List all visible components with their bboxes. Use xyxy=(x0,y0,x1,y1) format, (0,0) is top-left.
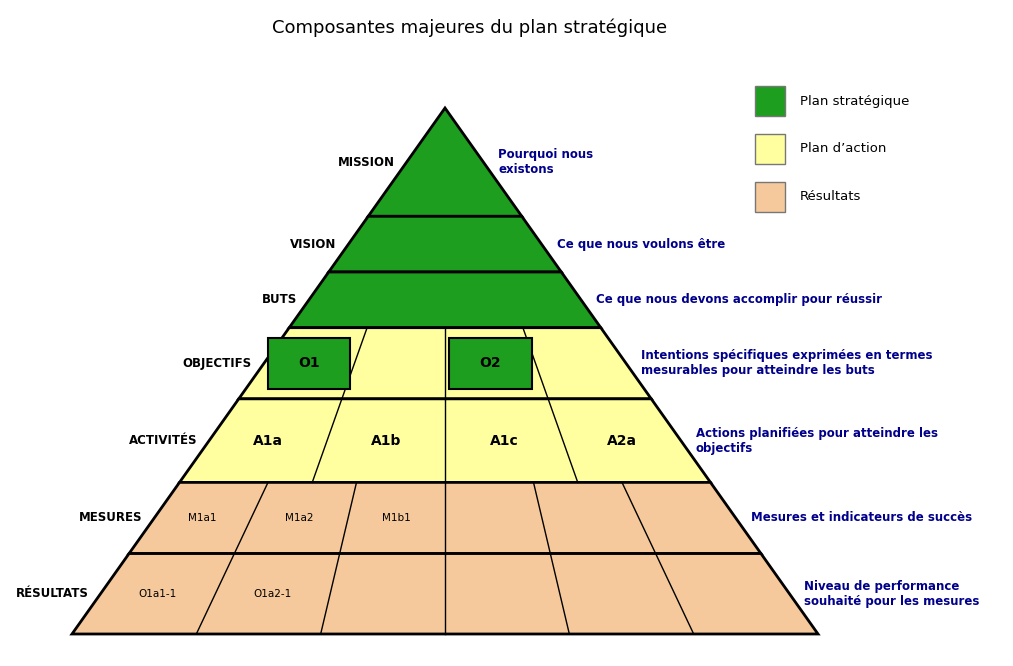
Text: BUTS: BUTS xyxy=(261,293,297,306)
Text: Actions planifiées pour atteindre les
objectifs: Actions planifiées pour atteindre les ob… xyxy=(696,427,938,455)
Text: Plan stratégique: Plan stratégique xyxy=(800,95,910,107)
Text: O1: O1 xyxy=(299,356,320,370)
Text: M1a2: M1a2 xyxy=(286,513,314,523)
Text: A1c: A1c xyxy=(489,434,519,448)
Text: Mesures et indicateurs de succès: Mesures et indicateurs de succès xyxy=(751,511,971,524)
Polygon shape xyxy=(129,482,761,553)
Text: MESURES: MESURES xyxy=(79,511,142,524)
Text: VISION: VISION xyxy=(290,238,336,250)
Bar xyxy=(755,86,785,116)
Bar xyxy=(268,338,350,389)
Text: M1a1: M1a1 xyxy=(188,513,217,523)
Polygon shape xyxy=(72,553,819,634)
Text: Résultats: Résultats xyxy=(800,190,861,204)
Text: A1a: A1a xyxy=(253,434,283,448)
Text: A1b: A1b xyxy=(371,434,401,448)
Text: MISSION: MISSION xyxy=(337,156,395,168)
Text: Ce que nous voulons être: Ce que nous voulons être xyxy=(556,238,724,250)
Polygon shape xyxy=(239,328,651,399)
Text: Niveau de performance
souhaité pour les mesures: Niveau de performance souhaité pour les … xyxy=(804,580,980,608)
Text: O2: O2 xyxy=(479,356,501,370)
Bar xyxy=(755,134,785,164)
Text: O1a1-1: O1a1-1 xyxy=(139,589,177,599)
Text: ACTIVITÉS: ACTIVITÉS xyxy=(129,434,198,447)
Text: Composantes majeures du plan stratégique: Composantes majeures du plan stratégique xyxy=(272,19,668,37)
Text: RÉSULTATS: RÉSULTATS xyxy=(15,587,88,600)
Bar xyxy=(755,182,785,212)
Bar xyxy=(449,338,532,389)
Text: OBJECTIFS: OBJECTIFS xyxy=(183,357,252,370)
Polygon shape xyxy=(328,216,561,272)
Text: Intentions spécifiques exprimées en termes
mesurables pour atteindre les buts: Intentions spécifiques exprimées en term… xyxy=(641,349,933,377)
Text: O1a2-1: O1a2-1 xyxy=(253,589,292,599)
Text: Ce que nous devons accomplir pour réussir: Ce que nous devons accomplir pour réussi… xyxy=(596,293,882,306)
Text: Pourquoi nous
existons: Pourquoi nous existons xyxy=(498,148,594,176)
Polygon shape xyxy=(179,399,710,482)
Text: Plan d’action: Plan d’action xyxy=(800,143,886,155)
Text: A2a: A2a xyxy=(607,434,637,448)
Polygon shape xyxy=(290,272,601,328)
Text: M1b1: M1b1 xyxy=(382,513,411,523)
Polygon shape xyxy=(368,108,522,216)
